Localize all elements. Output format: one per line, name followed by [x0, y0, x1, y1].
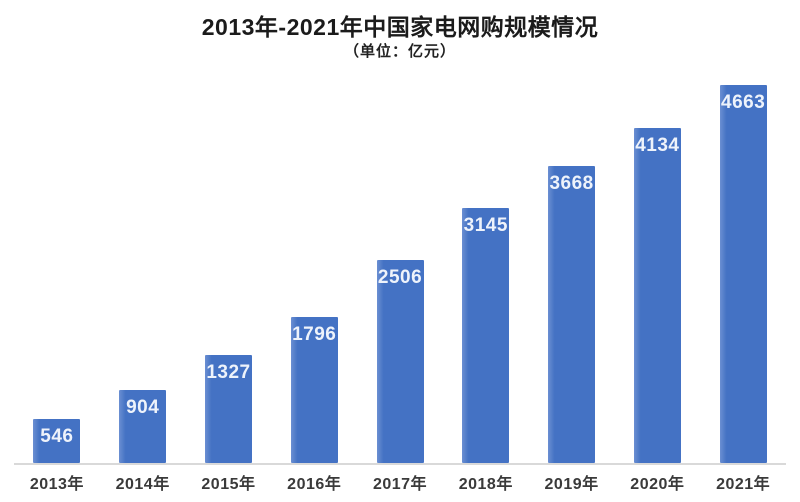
x-axis-tick-label: 2016年	[287, 476, 342, 493]
x-axis-tick-label: 2019年	[544, 476, 599, 493]
x-axis-tick-label: 2021年	[716, 476, 771, 493]
bar-value-label: 546	[40, 426, 74, 447]
bar: 4134	[633, 128, 681, 463]
bar-column: 1327	[186, 75, 272, 463]
bar: 904	[119, 390, 167, 463]
bar-column: 1796	[271, 75, 357, 463]
bar: 546	[33, 419, 81, 463]
bar-column: 546	[14, 75, 100, 463]
bar: 3668	[548, 166, 596, 463]
bar-value-label: 3145	[463, 215, 508, 236]
x-axis-tick-label: 2013年	[29, 476, 84, 493]
bar-value-label: 4663	[721, 92, 766, 113]
x-axis-tick-label: 2018年	[458, 476, 513, 493]
x-axis-tick-label: 2017年	[372, 476, 428, 493]
bar-column: 4663	[700, 75, 786, 463]
bar-value-label: 1327	[206, 362, 251, 383]
plot-area: 546 904 1327 1796 2506 3145 3668 4134 4663	[14, 75, 786, 465]
x-axis-tick-label: 2020年	[630, 476, 685, 493]
bar: 4663	[719, 85, 767, 463]
bar-column: 3668	[529, 75, 615, 463]
x-axis-labels: 2013年 2014年 2015年 2016年 2017年 2018年 2019年 2020年…	[14, 470, 786, 494]
bar: 1327	[204, 355, 252, 463]
bar: 3145	[462, 208, 510, 463]
bar-column: 4134	[614, 75, 700, 463]
chart-subtitle: （单位：亿元）	[343, 42, 456, 60]
bar-column: 3145	[443, 75, 529, 463]
bar-value-label: 904	[126, 397, 160, 418]
bar-value-label: 2506	[377, 267, 423, 288]
x-axis-tick-label: 2014年	[115, 476, 170, 493]
bar: 1796	[290, 317, 338, 463]
bar: 2506	[376, 260, 424, 463]
bar-column: 2506	[357, 75, 443, 463]
bar-value-label: 1796	[292, 324, 337, 345]
bar-value-label: 4134	[635, 135, 680, 156]
x-axis-tick-label: 2015年	[201, 476, 256, 493]
bar-column: 904	[100, 75, 186, 463]
chart-title: 2013年-2021年中国家电网购规模情况	[201, 14, 599, 40]
bar-value-label: 3668	[549, 173, 594, 194]
